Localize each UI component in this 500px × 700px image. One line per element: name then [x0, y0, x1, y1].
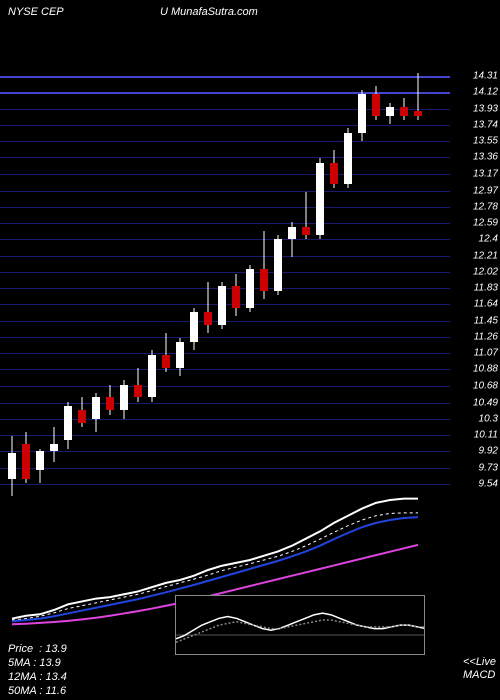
candle	[50, 427, 58, 461]
y-axis-tick: 9.54	[479, 478, 498, 489]
price-chart: 14.31 14.12 13.93 13.74 13.55 13.36 13.17 12.97…	[0, 30, 500, 470]
candle	[344, 128, 352, 188]
y-axis-tick: 11.45	[474, 315, 498, 326]
macd-inset	[175, 595, 425, 655]
candle	[218, 282, 226, 329]
y-axis-tick: 9.92	[479, 446, 498, 457]
y-axis-tick: 9.73	[479, 462, 498, 473]
candle	[22, 432, 30, 483]
candle	[134, 368, 142, 402]
candle	[120, 380, 128, 418]
y-axis-tick: 11.26	[474, 331, 498, 342]
candle	[414, 73, 422, 120]
y-axis-tick: 13.93	[473, 103, 498, 114]
y-axis-tick: 12.97	[473, 185, 498, 196]
candle	[162, 333, 170, 371]
candle	[204, 282, 212, 333]
candle	[288, 222, 296, 256]
candle	[260, 231, 268, 299]
stats-block: Price : 13.9 5MA : 13.9 12MA : 13.4 50MA…	[8, 642, 67, 698]
y-axis-tick: 13.17	[473, 168, 498, 179]
ticker-label: NYSE CEP	[8, 6, 64, 18]
y-axis-tick: 14.12	[473, 87, 498, 98]
y-axis-tick: 12.4	[479, 234, 498, 245]
y-axis-tick: 13.36	[473, 152, 498, 163]
y-axis-tick: 10.3	[479, 413, 498, 424]
stat-5ma: 5MA : 13.9	[8, 656, 67, 670]
candle	[358, 90, 366, 141]
candle	[148, 350, 156, 401]
y-axis-tick: 10.49	[473, 397, 498, 408]
y-axis-tick: 12.02	[473, 266, 498, 277]
candle	[330, 150, 338, 188]
macd-line	[176, 620, 424, 642]
candle	[106, 385, 114, 415]
candle	[400, 98, 408, 119]
stat-12ma: 12MA : 13.4	[8, 670, 67, 684]
candle	[302, 192, 310, 239]
y-axis-tick: 10.68	[473, 381, 498, 392]
y-axis-tick: 11.07	[474, 348, 498, 359]
y-axis-tick: 13.55	[473, 136, 498, 147]
candle	[64, 402, 72, 449]
candle	[8, 436, 16, 496]
y-axis-tick: 10.11	[474, 430, 498, 441]
y-axis-tick: 12.21	[473, 250, 498, 261]
y-axis-tick: 11.64	[474, 299, 498, 310]
candle	[36, 449, 44, 483]
candle	[176, 338, 184, 376]
y-axis-tick: 13.74	[473, 119, 498, 130]
candle	[78, 397, 86, 427]
candle	[316, 158, 324, 239]
stat-50ma: 50MA : 11.6	[8, 684, 67, 698]
stat-price: Price : 13.9	[8, 642, 67, 656]
macd-label: <<Live MACD	[463, 656, 496, 682]
candle	[274, 235, 282, 295]
candle	[386, 103, 394, 124]
y-axis-tick: 12.78	[473, 201, 498, 212]
chart-header: NYSE CEP U MunafaSutra.com	[0, 6, 500, 26]
candle	[232, 274, 240, 317]
y-axis-tick: 12.59	[473, 218, 498, 229]
candle	[246, 265, 254, 312]
y-axis-tick: 11.83	[474, 283, 498, 294]
y-axis-tick: 10.88	[473, 364, 498, 375]
y-axis-tick: 14.31	[473, 71, 498, 82]
candle	[372, 86, 380, 120]
site-label: U MunafaSutra.com	[160, 6, 258, 18]
candle	[190, 308, 198, 351]
candle	[92, 393, 100, 431]
